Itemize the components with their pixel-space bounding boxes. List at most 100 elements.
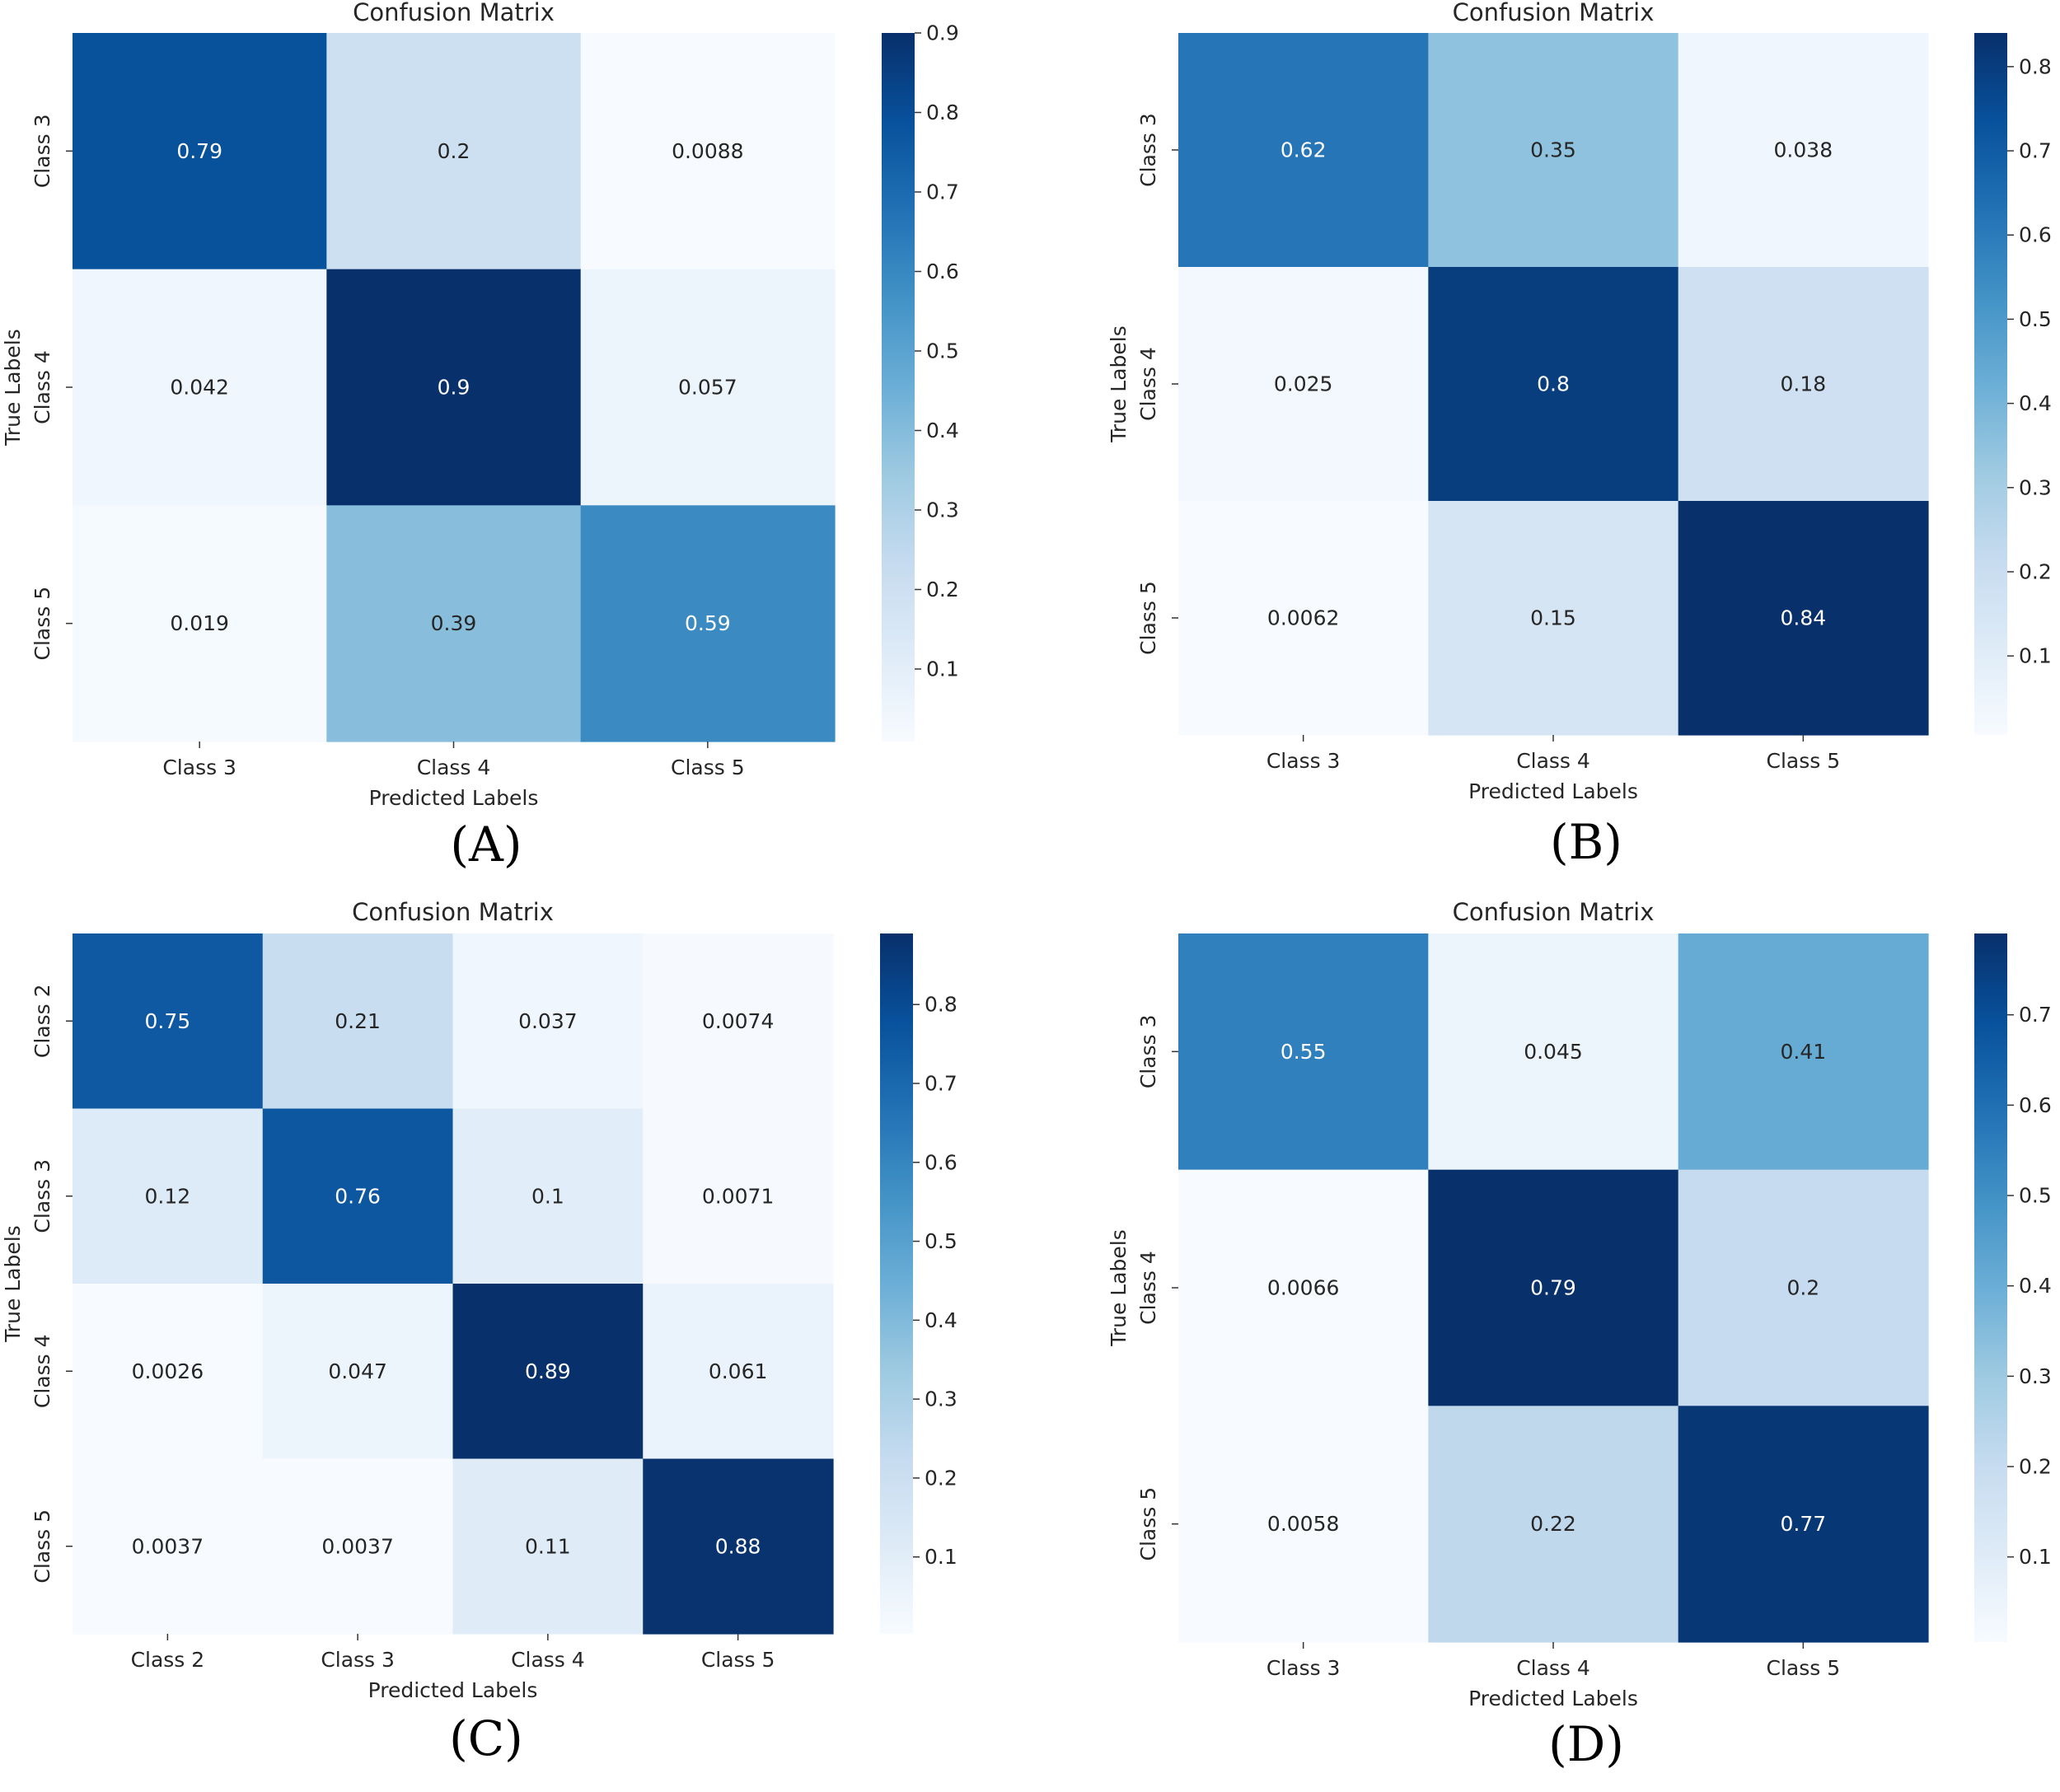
cell-value-label: 0.037: [518, 1009, 578, 1033]
chart-title: Confusion Matrix: [1453, 0, 1655, 26]
colorbar-tick-label: 0.7: [2019, 139, 2052, 163]
colorbar-tick-label: 0.7: [2019, 1003, 2052, 1027]
y-tick-label: Class 5: [1136, 1487, 1160, 1561]
x-tick-label: Class 5: [701, 1648, 775, 1672]
cell-value-label: 0.0058: [1267, 1512, 1339, 1536]
colorbar-tick-label: 0.3: [926, 498, 959, 522]
heatmap-cell: [580, 33, 836, 270]
heatmap-cell: [1428, 33, 1679, 268]
x-tick-label: Class 5: [1767, 749, 1841, 773]
y-tick-label: Class 3: [30, 1159, 54, 1233]
x-tick-label: Class 2: [131, 1648, 205, 1672]
heatmap-cell: [1178, 501, 1429, 736]
colorbar-tick-label: 0.8: [2019, 54, 2052, 78]
heatmap-cell: [73, 505, 327, 742]
colorbar-tick-label: 0.6: [2019, 1093, 2052, 1117]
colorbar-tick-label: 0.1: [926, 657, 959, 681]
colorbar-tick-label: 0.7: [925, 1071, 957, 1095]
cell-value-label: 0.76: [335, 1184, 381, 1208]
chart-panel: 0.62 0.35 0.038 0.025 0.8 0.18 0.0062 0.15 0.84 C…: [1107, 0, 2052, 870]
heatmap-cell: [1678, 1406, 1929, 1643]
colorbar-tick-label: 0.8: [926, 101, 959, 124]
heatmap-cell: [73, 33, 327, 270]
heatmap-cell: [452, 1108, 644, 1284]
chart-title: Confusion Matrix: [352, 898, 554, 926]
heatmap-cell: [1678, 1169, 1929, 1406]
x-tick-label: Class 3: [321, 1648, 395, 1672]
heatmap-cell: [73, 1108, 264, 1284]
heatmap-cell: [326, 505, 582, 742]
cell-value-label: 0.061: [709, 1359, 768, 1383]
cell-value-label: 0.12: [145, 1184, 191, 1208]
heatmap-cell: [262, 1458, 454, 1635]
cell-value-label: 0.22: [1530, 1512, 1576, 1536]
cell-value-label: 0.15: [1530, 606, 1576, 630]
y-tick-label: Class 4: [30, 1334, 54, 1408]
cell-value-label: 0.025: [1274, 372, 1333, 396]
chart-panel: 0.75 0.21 0.037 0.0074 0.12 0.76 0.1 0.0071 0.00…: [1, 898, 957, 1766]
y-axis-label: True Labels: [1, 1225, 25, 1343]
colorbar-tick-label: 0.3: [2019, 1364, 2052, 1388]
heatmap-cell: [580, 269, 836, 506]
heatmap-cell: [452, 1458, 644, 1635]
cell-value-label: 0.019: [170, 611, 229, 635]
y-tick-label: Class 2: [30, 984, 54, 1058]
colorbar-tick-label: 0.3: [925, 1387, 957, 1411]
x-tick-label: Class 3: [162, 756, 236, 779]
x-axis-label: Predicted Labels: [369, 786, 539, 810]
x-tick-label: Class 5: [1767, 1656, 1841, 1680]
cell-value-label: 0.2: [1786, 1276, 1819, 1300]
colorbar-tick-label: 0.5: [2019, 1184, 2052, 1208]
colorbar-tick-label: 0.5: [926, 339, 959, 363]
y-tick-label: Class 3: [1136, 1015, 1160, 1089]
colorbar-tick-label: 0.1: [2019, 644, 2052, 668]
colorbar-tick-label: 0.6: [925, 1150, 957, 1174]
heatmap-cell: [73, 933, 264, 1110]
colorbar-tick-label: 0.9: [926, 21, 959, 45]
cell-value-label: 0.79: [176, 139, 222, 163]
colorbar-tick-label: 0.2: [925, 1466, 957, 1490]
heatmap-cell: [1428, 933, 1679, 1171]
heatmap-cell: [580, 505, 836, 742]
x-tick-label: Class 5: [671, 756, 745, 779]
x-tick-label: Class 3: [1266, 1656, 1341, 1680]
cell-value-label: 0.9: [438, 376, 471, 400]
cell-value-label: 0.057: [678, 376, 737, 400]
colorbar-tick-label: 0.4: [925, 1308, 957, 1332]
panel-label: (D): [1548, 1716, 1624, 1772]
heatmap-cell: [262, 1108, 454, 1284]
heatmap-cell: [1678, 501, 1929, 736]
cell-value-label: 0.0037: [132, 1534, 204, 1558]
cell-value-label: 0.59: [685, 611, 731, 635]
colorbar-tick-label: 0.6: [2019, 223, 2052, 247]
y-axis-label: True Labels: [1107, 1229, 1131, 1347]
x-tick-label: Class 4: [1516, 1656, 1590, 1680]
cell-value-label: 0.8: [1537, 372, 1570, 396]
colorbar-tick-label: 0.3: [2019, 475, 2052, 499]
heatmap-cell: [326, 33, 582, 270]
cell-value-label: 0.77: [1780, 1512, 1826, 1536]
chart-panel: 0.79 0.2 0.0088 0.042 0.9 0.057 0.019 0.39 0.59 C…: [1, 0, 959, 873]
x-tick-label: Class 4: [1516, 749, 1590, 773]
colorbar-tick-label: 0.1: [2019, 1545, 2052, 1569]
cell-value-label: 0.1: [531, 1184, 564, 1208]
colorbar-tick-label: 0.7: [926, 180, 959, 204]
colorbar-tick-label: 0.2: [926, 578, 959, 601]
heatmap-cell: [1428, 1406, 1679, 1643]
cell-value-label: 0.79: [1530, 1276, 1576, 1300]
cell-value-label: 0.18: [1780, 372, 1826, 396]
colorbar-tick-label: 0.8: [925, 993, 957, 1017]
cell-value-label: 0.0071: [702, 1184, 774, 1208]
cell-value-label: 0.11: [525, 1534, 571, 1558]
heatmap-cell: [73, 1284, 264, 1460]
heatmap-cell: [262, 933, 454, 1110]
heatmap-cell: [1428, 501, 1679, 736]
cell-value-label: 0.55: [1280, 1040, 1327, 1064]
heatmap-cell: [1178, 267, 1429, 502]
x-tick-label: Class 3: [1266, 749, 1341, 773]
x-axis-label: Predicted Labels: [1468, 779, 1638, 803]
heatmap-cell: [1178, 33, 1429, 268]
y-axis-label: True Labels: [1, 329, 25, 447]
chart-title: Confusion Matrix: [1453, 898, 1655, 926]
